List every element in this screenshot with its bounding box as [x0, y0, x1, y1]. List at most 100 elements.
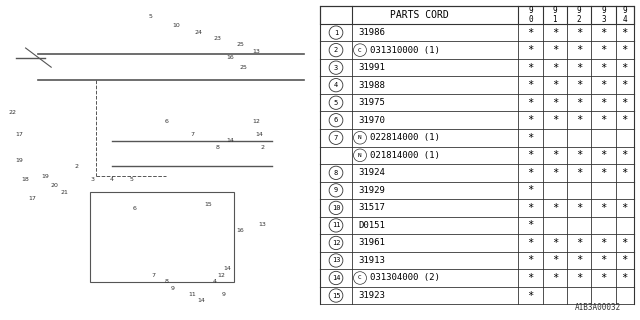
Text: 9: 9 — [222, 292, 226, 297]
Text: 10: 10 — [172, 23, 180, 28]
Text: 31986: 31986 — [358, 28, 385, 37]
Text: *: * — [600, 203, 607, 213]
Text: *: * — [576, 203, 582, 213]
Text: *: * — [621, 28, 628, 37]
Text: N: N — [358, 153, 362, 158]
Text: *: * — [527, 45, 534, 55]
Text: A1B3A00032: A1B3A00032 — [575, 303, 621, 312]
Text: 8: 8 — [334, 170, 338, 176]
Text: 8: 8 — [216, 145, 220, 150]
Text: 12: 12 — [332, 240, 340, 246]
Text: *: * — [576, 115, 582, 125]
Text: *: * — [552, 80, 558, 90]
Text: 031304000 (2): 031304000 (2) — [370, 274, 440, 283]
Text: *: * — [576, 255, 582, 266]
Text: 7: 7 — [190, 132, 194, 137]
Text: 1: 1 — [334, 29, 338, 36]
Text: 6: 6 — [132, 205, 136, 211]
Text: C: C — [358, 48, 362, 52]
Text: 12: 12 — [217, 273, 225, 278]
Text: *: * — [527, 255, 534, 266]
Text: 31975: 31975 — [358, 98, 385, 107]
Text: 12: 12 — [252, 119, 260, 124]
Text: 11: 11 — [188, 292, 196, 297]
Text: *: * — [576, 273, 582, 283]
Text: *: * — [552, 255, 558, 266]
Text: 15: 15 — [204, 202, 212, 207]
Text: *: * — [600, 273, 607, 283]
Text: 6: 6 — [164, 119, 168, 124]
Text: 31924: 31924 — [358, 168, 385, 177]
Text: *: * — [621, 98, 628, 108]
Text: 31970: 31970 — [358, 116, 385, 125]
Text: *: * — [600, 45, 607, 55]
Text: *: * — [527, 28, 534, 37]
Bar — [320, 6, 634, 24]
Text: 14: 14 — [227, 138, 234, 143]
Text: 9
2: 9 2 — [577, 6, 582, 24]
Text: 9
0: 9 0 — [528, 6, 533, 24]
Text: 31961: 31961 — [358, 238, 385, 247]
Text: *: * — [552, 45, 558, 55]
Text: 14: 14 — [198, 298, 205, 303]
Text: 14: 14 — [223, 266, 231, 271]
Text: *: * — [552, 150, 558, 160]
Text: 14: 14 — [255, 132, 263, 137]
Text: *: * — [600, 150, 607, 160]
Text: 8: 8 — [164, 279, 168, 284]
Text: 20: 20 — [51, 183, 58, 188]
Text: *: * — [576, 28, 582, 37]
Text: *: * — [621, 115, 628, 125]
Text: 4: 4 — [110, 177, 114, 182]
Text: 25: 25 — [239, 65, 247, 70]
Text: *: * — [600, 238, 607, 248]
Text: 31929: 31929 — [358, 186, 385, 195]
Text: 7: 7 — [334, 135, 338, 141]
Text: 9: 9 — [334, 187, 338, 193]
Text: *: * — [527, 238, 534, 248]
Text: 16: 16 — [227, 55, 234, 60]
Text: *: * — [527, 203, 534, 213]
Text: 5: 5 — [148, 13, 152, 19]
Text: *: * — [527, 115, 534, 125]
Text: *: * — [552, 115, 558, 125]
Text: 022814000 (1): 022814000 (1) — [370, 133, 440, 142]
Text: *: * — [576, 168, 582, 178]
Text: 6: 6 — [334, 117, 338, 123]
Text: *: * — [621, 255, 628, 266]
Text: *: * — [621, 203, 628, 213]
Text: 021814000 (1): 021814000 (1) — [370, 151, 440, 160]
Text: 2: 2 — [334, 47, 338, 53]
Text: *: * — [576, 63, 582, 73]
Text: *: * — [552, 238, 558, 248]
Text: 3: 3 — [91, 177, 95, 182]
Text: *: * — [621, 80, 628, 90]
Text: *: * — [576, 98, 582, 108]
Text: *: * — [527, 80, 534, 90]
Text: *: * — [527, 273, 534, 283]
Text: 17: 17 — [15, 132, 23, 137]
Text: 18: 18 — [22, 177, 29, 182]
Text: 19: 19 — [41, 173, 49, 179]
Text: *: * — [621, 238, 628, 248]
Text: *: * — [527, 220, 534, 230]
Text: C: C — [358, 276, 362, 281]
Text: 9: 9 — [171, 285, 175, 291]
Text: *: * — [527, 185, 534, 195]
Text: 31923: 31923 — [358, 291, 385, 300]
Text: 11: 11 — [332, 222, 340, 228]
Text: 9
4: 9 4 — [622, 6, 627, 24]
Text: *: * — [600, 98, 607, 108]
Text: 5: 5 — [129, 177, 133, 182]
Text: *: * — [552, 98, 558, 108]
Text: 16: 16 — [236, 228, 244, 233]
Text: 4: 4 — [334, 82, 338, 88]
Text: *: * — [552, 273, 558, 283]
Text: D0151: D0151 — [358, 221, 385, 230]
Text: 22: 22 — [9, 109, 17, 115]
Text: *: * — [576, 45, 582, 55]
Text: *: * — [600, 63, 607, 73]
Text: *: * — [527, 150, 534, 160]
Text: N: N — [358, 135, 362, 140]
Text: *: * — [621, 150, 628, 160]
